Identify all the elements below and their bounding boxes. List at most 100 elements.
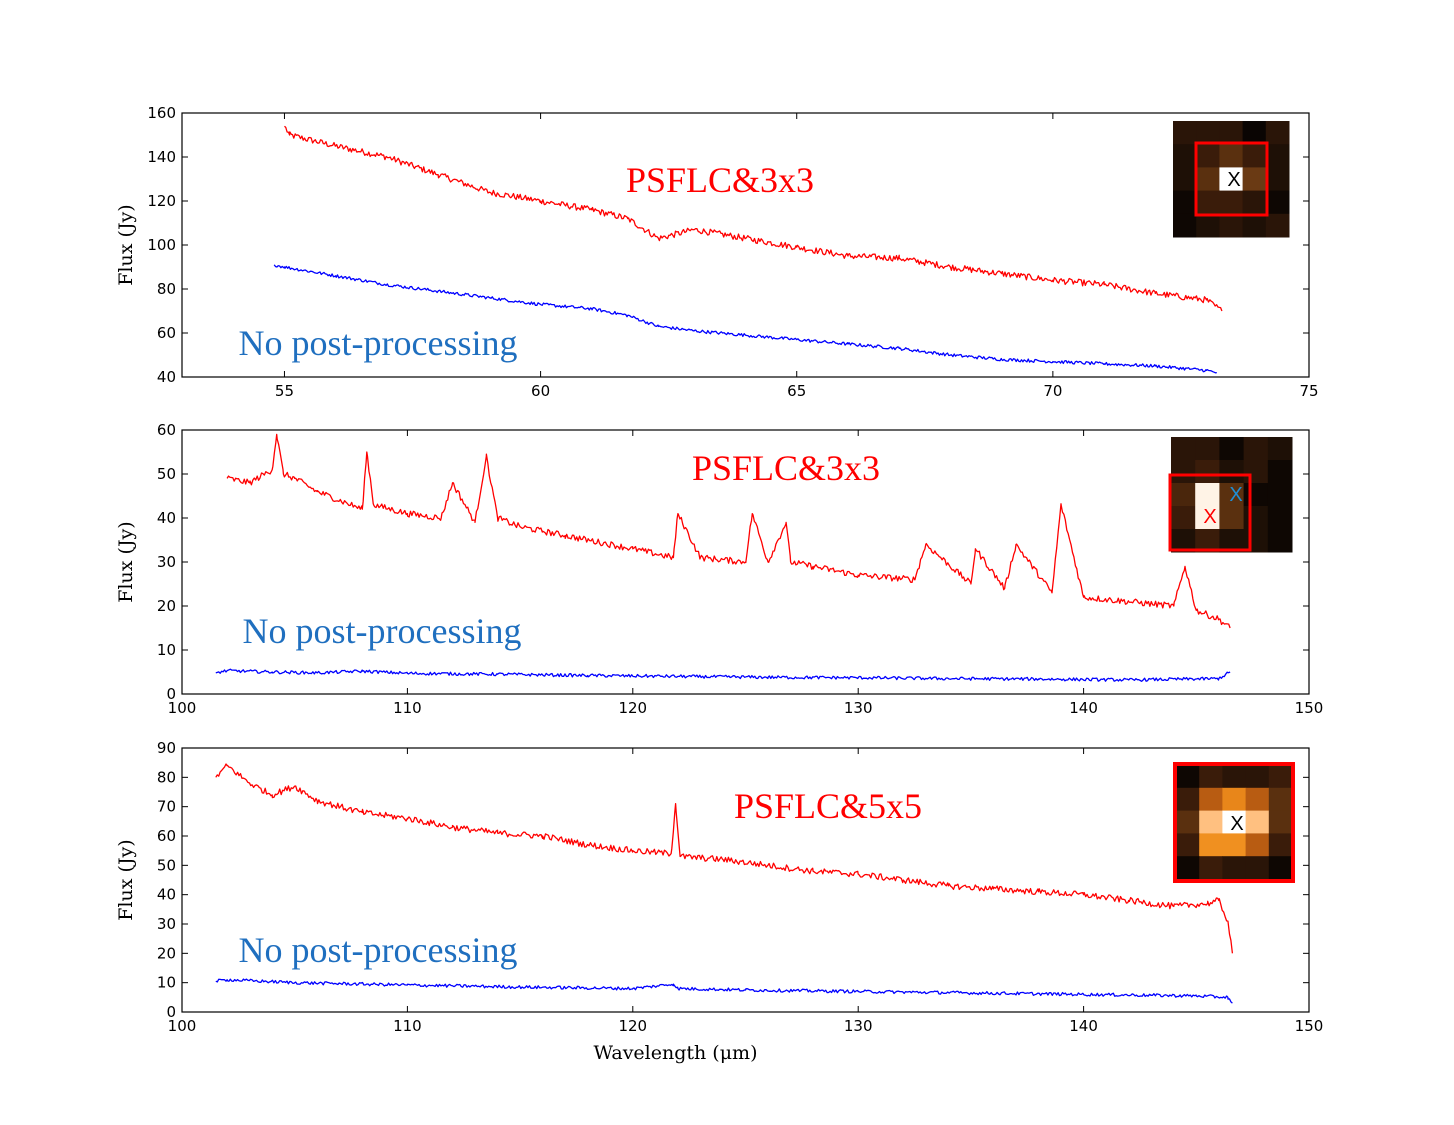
x-tick-label: 120 bbox=[618, 699, 647, 717]
y-axis-label: Flux (Jy) bbox=[115, 521, 137, 602]
inset-pixel bbox=[1196, 144, 1220, 168]
inset-pixel bbox=[1219, 506, 1245, 530]
inset-pixel bbox=[1268, 765, 1293, 789]
x-axis-label: Wavelength (μm) bbox=[593, 1042, 757, 1064]
annotation-no-post-processing: No post-processing bbox=[239, 930, 518, 970]
aperture-box bbox=[1173, 762, 1295, 883]
inset-pixel bbox=[1196, 213, 1220, 238]
inset-pixel bbox=[1219, 213, 1244, 238]
inset-pixel bbox=[1245, 810, 1270, 834]
inset-pixel bbox=[1245, 833, 1270, 857]
inset-pixel bbox=[1176, 810, 1200, 834]
inset-pixel bbox=[1267, 529, 1293, 553]
x-tick-label: 120 bbox=[618, 1017, 647, 1035]
inset-pixel bbox=[1171, 529, 1196, 553]
inset-pixel bbox=[1222, 787, 1247, 812]
y-tick-label: 60 bbox=[157, 421, 176, 439]
inset-pixel bbox=[1176, 765, 1200, 789]
inset-pixel bbox=[1268, 810, 1293, 834]
chart-panel-1: 55 60 65 70 75 40 60 80 100 120 140 160 Flux (Jy) PSF… bbox=[115, 104, 1319, 400]
inset-pixel bbox=[1243, 460, 1269, 484]
inset-pixel bbox=[1173, 121, 1197, 145]
inset-pixel bbox=[1219, 167, 1244, 192]
annotation-psflc: PSFLC&3x3 bbox=[626, 160, 814, 200]
inset-pixel bbox=[1219, 190, 1244, 215]
inset-pixel bbox=[1267, 437, 1293, 461]
offset-marker: X bbox=[1229, 484, 1242, 506]
inset-pixel bbox=[1268, 833, 1293, 857]
inset-pixel bbox=[1199, 787, 1223, 812]
y-tick-label: 90 bbox=[157, 739, 176, 757]
center-marker: X bbox=[1203, 506, 1216, 528]
y-tick-label: 40 bbox=[157, 368, 176, 386]
inset-pixel bbox=[1268, 856, 1293, 880]
series-red-line bbox=[284, 125, 1223, 312]
inset-pixel bbox=[1173, 144, 1197, 168]
inset-pixel bbox=[1195, 529, 1220, 553]
series-blue-line bbox=[273, 264, 1217, 374]
x-tick-label: 100 bbox=[168, 699, 197, 717]
inset-pixel bbox=[1195, 437, 1220, 461]
inset-pixel bbox=[1265, 144, 1290, 168]
y-tick-label: 120 bbox=[147, 192, 176, 210]
y-axis-label: Flux (Jy) bbox=[115, 839, 137, 920]
inset-pixel bbox=[1196, 190, 1220, 215]
inset-pixel bbox=[1265, 121, 1290, 145]
inset-pixel bbox=[1222, 765, 1247, 789]
y-tick-label: 80 bbox=[157, 768, 176, 786]
y-tick-label: 100 bbox=[147, 236, 176, 254]
aperture-box bbox=[1194, 141, 1269, 217]
inset-pixel bbox=[1267, 460, 1293, 484]
y-tick-label: 20 bbox=[157, 944, 176, 962]
inset-pixel bbox=[1171, 460, 1196, 484]
inset-pixel bbox=[1171, 506, 1196, 530]
inset-pixel bbox=[1265, 213, 1290, 238]
y-tick-label: 140 bbox=[147, 148, 176, 166]
x-tick-label: 55 bbox=[275, 382, 294, 400]
inset-pixel bbox=[1242, 213, 1267, 238]
y-tick-label: 40 bbox=[157, 886, 176, 904]
chart-panel-3: 100 110 120 130 140 150 0 10 20 30 40 50 60 70 80 90 Flu… bbox=[115, 739, 1323, 1064]
inset-pixel bbox=[1196, 121, 1220, 145]
inset-pixel-map: XX bbox=[1168, 437, 1293, 553]
y-tick-label: 70 bbox=[157, 798, 176, 816]
x-tick-label: 110 bbox=[393, 699, 422, 717]
center-marker: X bbox=[1230, 813, 1243, 835]
series-red-line bbox=[226, 433, 1231, 629]
inset-pixel bbox=[1195, 460, 1220, 484]
inset-pixel bbox=[1219, 144, 1244, 168]
series-blue-line bbox=[215, 978, 1233, 1004]
inset-pixel bbox=[1267, 506, 1293, 530]
inset-pixel bbox=[1196, 167, 1220, 192]
series-blue-line bbox=[215, 668, 1231, 682]
y-tick-label: 10 bbox=[157, 974, 176, 992]
inset-pixel bbox=[1267, 483, 1293, 507]
x-tick-label: 100 bbox=[168, 1017, 197, 1035]
inset-pixel bbox=[1243, 437, 1269, 461]
y-tick-label: 10 bbox=[157, 641, 176, 659]
x-tick-label: 150 bbox=[1295, 1017, 1324, 1035]
x-tick-label: 70 bbox=[1043, 382, 1062, 400]
y-tick-label: 50 bbox=[157, 856, 176, 874]
inset-pixel bbox=[1265, 190, 1290, 215]
inset-pixel bbox=[1219, 483, 1245, 507]
inset-pixel bbox=[1199, 856, 1223, 880]
inset-pixel bbox=[1242, 144, 1267, 168]
y-tick-label: 160 bbox=[147, 104, 176, 122]
inset-pixel bbox=[1195, 506, 1220, 530]
annotation-no-post-processing: No post-processing bbox=[243, 611, 522, 651]
y-tick-label: 60 bbox=[157, 324, 176, 342]
inset-pixel bbox=[1195, 483, 1220, 507]
y-tick-label: 50 bbox=[157, 465, 176, 483]
x-tick-label: 130 bbox=[844, 699, 873, 717]
y-tick-label: 60 bbox=[157, 827, 176, 845]
inset-pixel bbox=[1171, 483, 1196, 507]
center-marker: X bbox=[1227, 169, 1240, 191]
x-tick-label: 65 bbox=[787, 382, 806, 400]
y-tick-label: 0 bbox=[166, 1003, 176, 1021]
x-tick-label: 130 bbox=[844, 1017, 873, 1035]
inset-pixel bbox=[1245, 787, 1270, 812]
annotation-psflc: PSFLC&3x3 bbox=[692, 448, 880, 488]
inset-pixel bbox=[1222, 856, 1247, 880]
